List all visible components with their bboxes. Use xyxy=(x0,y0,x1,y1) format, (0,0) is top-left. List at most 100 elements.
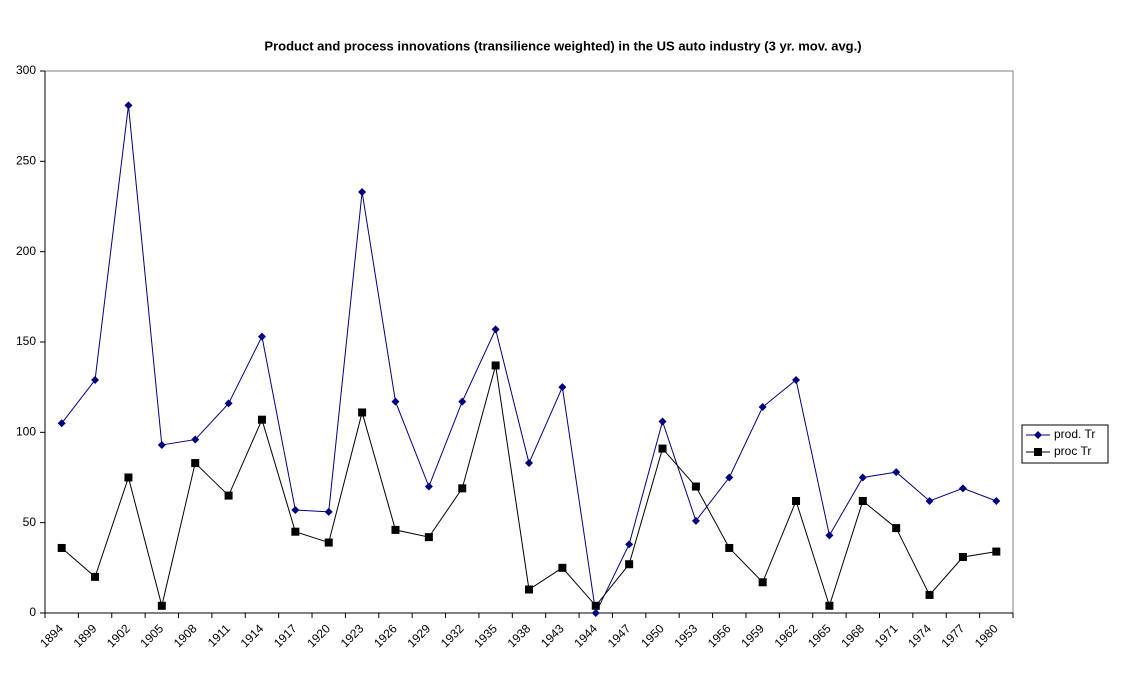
x-tick-label: 1950 xyxy=(638,621,667,650)
data-point xyxy=(358,188,367,197)
x-tick-label: 1938 xyxy=(505,621,534,650)
data-point xyxy=(558,383,567,392)
x-tick-label: 1947 xyxy=(605,621,634,650)
y-tick-label: 100 xyxy=(16,425,36,439)
x-tick-label: 1908 xyxy=(171,621,200,650)
data-point xyxy=(625,560,634,569)
series-line xyxy=(61,105,997,615)
data-point xyxy=(758,403,767,412)
legend-box xyxy=(1021,424,1109,464)
data-point xyxy=(625,540,634,549)
x-tick-label: 1980 xyxy=(972,621,1001,650)
x-tick-label: 1953 xyxy=(671,621,700,650)
data-point xyxy=(358,408,367,417)
x-tick-label: 1932 xyxy=(438,621,467,650)
x-tick-label: 1914 xyxy=(238,621,267,650)
y-tick-label: 0 xyxy=(29,605,36,619)
x-tick-label: 1899 xyxy=(71,621,100,650)
x-tick-label: 1894 xyxy=(37,621,66,650)
y-tick-label: 150 xyxy=(16,334,36,348)
x-tick-label: 1971 xyxy=(872,621,901,650)
data-point xyxy=(892,524,901,533)
data-point xyxy=(525,459,533,468)
y-tick-label: 250 xyxy=(16,154,36,168)
data-point xyxy=(291,506,300,515)
data-point xyxy=(291,527,300,536)
data-point xyxy=(958,552,967,561)
y-tick-label: 200 xyxy=(16,244,36,258)
data-point xyxy=(324,538,333,547)
data-point xyxy=(224,399,233,408)
data-point xyxy=(892,468,901,477)
data-point xyxy=(825,601,834,610)
data-point xyxy=(458,397,467,406)
legend-label: prod. Tr xyxy=(1054,427,1095,441)
plot-area xyxy=(44,70,1014,614)
x-tick-label: 1920 xyxy=(304,621,333,650)
data-point xyxy=(91,572,100,581)
data-point xyxy=(925,496,934,505)
x-tick-label: 1974 xyxy=(905,621,934,650)
data-point xyxy=(57,543,66,552)
data-point xyxy=(57,419,66,428)
legend-marker xyxy=(1034,448,1042,456)
data-point xyxy=(191,459,200,468)
data-point xyxy=(691,482,700,491)
x-tick-label: 1956 xyxy=(705,621,734,650)
data-point xyxy=(91,375,100,384)
x-tick-label: 1965 xyxy=(805,621,834,650)
data-point xyxy=(391,525,400,534)
x-tick-label: 1944 xyxy=(571,621,600,650)
data-point xyxy=(257,332,266,341)
data-point xyxy=(491,361,500,370)
legend-label: proc Tr xyxy=(1054,444,1091,458)
data-point xyxy=(792,375,801,384)
data-point xyxy=(224,491,233,500)
x-tick-label: 1977 xyxy=(939,621,968,650)
data-point xyxy=(591,601,600,610)
data-point xyxy=(825,531,834,540)
data-point xyxy=(725,543,734,552)
data-point xyxy=(124,473,133,482)
data-point xyxy=(725,473,734,482)
x-tick-label: 1911 xyxy=(205,621,233,649)
data-point xyxy=(124,101,133,110)
data-point xyxy=(157,440,166,449)
data-point xyxy=(525,585,533,594)
legend-marker xyxy=(1034,431,1042,439)
data-point xyxy=(658,417,667,426)
x-tick-label: 1962 xyxy=(772,621,801,650)
data-point xyxy=(491,325,500,334)
data-point xyxy=(958,484,967,493)
x-tick-label: 1926 xyxy=(371,621,400,650)
x-tick-label: 1959 xyxy=(738,621,767,650)
data-point xyxy=(992,496,1001,505)
data-point xyxy=(691,516,700,525)
x-tick-label: 1905 xyxy=(137,621,166,650)
data-point xyxy=(792,496,801,505)
data-point xyxy=(858,496,867,505)
x-tick-label: 1923 xyxy=(338,621,367,650)
data-point xyxy=(658,444,667,453)
data-point xyxy=(858,473,867,482)
x-tick-label: 1935 xyxy=(471,621,500,650)
y-tick-label: 300 xyxy=(16,63,36,77)
chart-title: Product and process innovations (transil… xyxy=(264,38,861,53)
data-point xyxy=(558,563,567,572)
data-point xyxy=(758,578,767,587)
y-tick-label: 50 xyxy=(23,515,37,529)
data-point xyxy=(257,415,266,424)
data-point xyxy=(324,507,333,516)
data-point xyxy=(458,484,467,493)
data-point xyxy=(157,601,166,610)
x-tick-label: 1943 xyxy=(538,621,567,650)
data-point xyxy=(424,482,433,491)
data-point xyxy=(925,590,934,599)
x-tick-label: 1968 xyxy=(838,621,867,650)
data-point xyxy=(992,547,1001,556)
data-point xyxy=(591,609,600,617)
data-point xyxy=(191,435,200,444)
x-tick-label: 1929 xyxy=(404,621,433,650)
data-point xyxy=(424,533,433,542)
